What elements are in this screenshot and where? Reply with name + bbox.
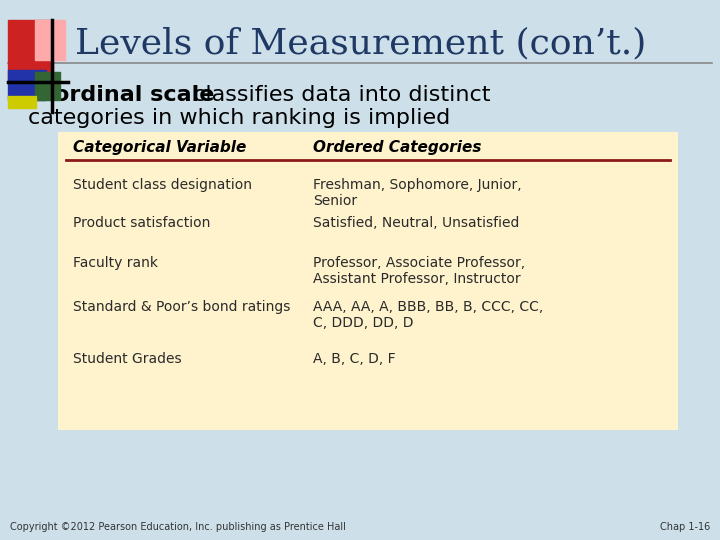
Text: An: An [28, 85, 65, 105]
Text: Product satisfaction: Product satisfaction [73, 216, 210, 230]
Text: Satisfied, Neutral, Unsatisfied: Satisfied, Neutral, Unsatisfied [313, 216, 519, 230]
Text: Professor, Associate Professor,
Assistant Professor, Instructor: Professor, Associate Professor, Assistan… [313, 256, 525, 286]
Bar [35, 72, 60, 100]
Text: A, B, C, D, F: A, B, C, D, F [313, 352, 395, 366]
Text: classifies data into distinct: classifies data into distinct [186, 85, 490, 105]
Text: Faculty rank: Faculty rank [73, 256, 158, 270]
Bar [8, 20, 53, 80]
Text: Standard & Poor’s bond ratings: Standard & Poor’s bond ratings [73, 300, 290, 314]
Text: Student Grades: Student Grades [73, 352, 181, 366]
Text: ordinal scale: ordinal scale [54, 85, 215, 105]
Text: Freshman, Sophomore, Junior,
Senior: Freshman, Sophomore, Junior, Senior [313, 178, 521, 208]
Text: Levels of Measurement (con’t.): Levels of Measurement (con’t.) [75, 26, 647, 60]
Text: Ordered Categories: Ordered Categories [313, 140, 482, 155]
Text: categories in which ranking is implied: categories in which ranking is implied [28, 108, 450, 128]
Text: Student class designation: Student class designation [73, 178, 252, 192]
Bar [35, 20, 65, 60]
Bar [8, 96, 36, 108]
Bar [58, 132, 678, 430]
Text: AAA, AA, A, BBB, BB, B, CCC, CC,
C, DDD, DD, D: AAA, AA, A, BBB, BB, B, CCC, CC, C, DDD,… [313, 300, 544, 330]
Text: Categorical Variable: Categorical Variable [73, 140, 246, 155]
Text: Chap 1-16: Chap 1-16 [660, 522, 710, 532]
Bar [8, 70, 46, 100]
Text: Copyright ©2012 Pearson Education, Inc. publishing as Prentice Hall: Copyright ©2012 Pearson Education, Inc. … [10, 522, 346, 532]
